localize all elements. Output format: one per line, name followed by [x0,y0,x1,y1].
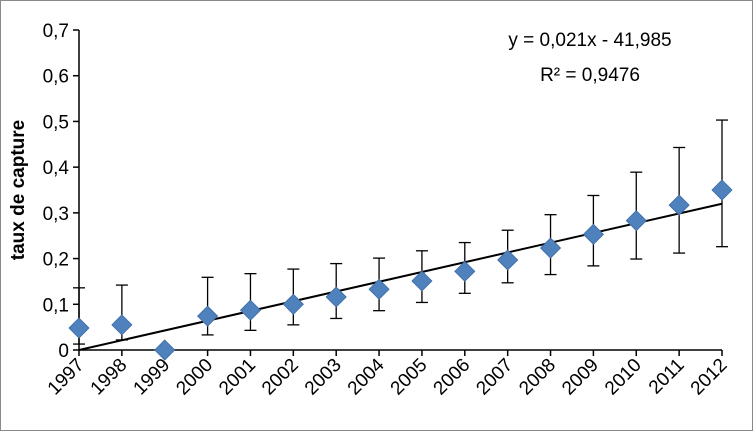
x-tick-label: 1999 [130,355,175,400]
data-point [582,223,604,245]
data-point [539,237,562,259]
y-tick-label: 0,4 [43,158,70,179]
data-point [368,278,390,300]
data-points [68,179,733,361]
y-tick-label: 0,1 [43,295,69,316]
y-axis-label: taux de capture [8,120,29,260]
x-tick-label: 2002 [258,355,303,400]
data-point [111,314,133,336]
x-tick-label: 2011 [645,355,689,399]
y-tick-label: 0,7 [43,21,69,42]
data-point [454,260,476,282]
y-tick-label: 0,6 [43,67,69,88]
y-tick-label: 0 [58,341,69,362]
x-tick-label: 2000 [172,355,217,400]
trendline-group [78,202,723,351]
x-tick-label: 2012 [687,355,732,400]
data-point [625,210,647,232]
data-point [411,270,433,292]
data-point [711,179,733,201]
y-tick-label: 0,5 [43,112,69,133]
x-tick-label: 2009 [558,355,603,400]
x-tick-label: 1998 [87,355,132,400]
x-ticks: 1997199819992000200120022003200420052006… [44,350,732,399]
trendline-equation: y = 0,021x - 41,985 [508,30,671,51]
x-tick-label: 2005 [387,355,432,400]
r-squared-label: R² = 0,9476 [540,65,640,86]
x-tick-label: 2006 [430,355,475,400]
data-point [197,305,219,327]
x-tick-label: 2004 [344,354,389,399]
x-tick-label: 2008 [515,355,560,400]
error-bars [73,119,728,345]
y-tick-label: 0,3 [43,204,69,225]
x-tick-label: 2001 [215,355,260,400]
data-point [154,339,176,361]
data-point [239,299,262,321]
x-tick-label: 1997 [44,355,89,400]
data-point [325,286,347,308]
x-tick-label: 2007 [472,355,517,400]
data-point [497,249,519,271]
y-tick-label: 0,2 [43,250,69,271]
data-point [668,194,690,216]
data-point [282,293,304,315]
x-tick-label: 2010 [601,355,646,400]
x-tick-label: 2003 [301,355,346,400]
data-point [68,317,90,339]
y-ticks: 0 0,1 0,2 0,3 0,4 0,5 0,6 0,7 [43,21,79,362]
trendline [78,202,723,351]
